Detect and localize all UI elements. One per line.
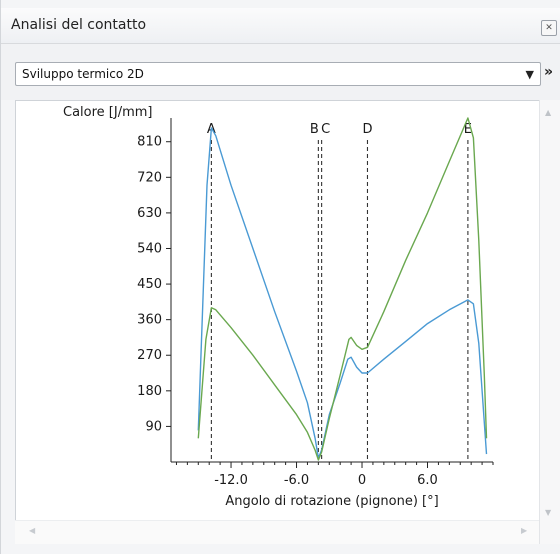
series-line-2 — [197, 117, 488, 461]
scroll-left-icon[interactable]: ◀ — [29, 526, 36, 535]
y-tick-label: 180 — [137, 384, 162, 399]
y-tick-label: 360 — [137, 313, 162, 328]
view-select-value: Sviluppo termico 2D — [22, 67, 144, 81]
marker-label-e: E — [464, 122, 472, 137]
y-tick-label: 540 — [137, 241, 162, 256]
title-bar: Analisi del contatto ✕ — [1, 8, 560, 44]
window-title: Analisi del contatto — [11, 17, 147, 33]
chart-panel — [15, 100, 560, 544]
y-tick-label: 630 — [137, 206, 162, 221]
chevron-double-right-icon[interactable]: » — [544, 64, 554, 80]
series-line-1 — [197, 127, 488, 459]
scroll-down-icon[interactable]: ▼ — [545, 508, 552, 517]
y-tick-label: 450 — [137, 277, 162, 292]
view-select[interactable]: Sviluppo termico 2D ▼ — [15, 62, 541, 86]
y-tick-label: 720 — [137, 170, 162, 185]
x-axis-title: Angolo di rotazione (pignone) [°] — [225, 494, 438, 509]
scroll-right-icon[interactable]: ▶ — [521, 526, 528, 535]
y-tick-label: 90 — [145, 419, 162, 434]
x-tick-label: -6.0 — [284, 473, 309, 488]
chevron-down-icon[interactable]: ▼ — [525, 68, 534, 81]
marker-label-d: D — [362, 122, 372, 137]
marker-label-b: B — [310, 122, 319, 137]
y-tick-label: 270 — [137, 348, 162, 363]
y-tick-label: 810 — [137, 135, 162, 150]
x-tick-label: 0 — [358, 473, 366, 488]
x-tick-label: 6.0 — [417, 473, 438, 488]
marker-label-c: C — [321, 122, 330, 137]
x-tick-label: -12.0 — [214, 473, 248, 488]
scroll-up-icon[interactable]: ▲ — [545, 108, 552, 117]
y-axis-title: Calore [J/mm] — [63, 105, 152, 120]
close-icon[interactable]: ✕ — [541, 20, 557, 36]
horizontal-scrollbar[interactable] — [15, 520, 539, 544]
vertical-scrollbar[interactable] — [539, 100, 560, 544]
